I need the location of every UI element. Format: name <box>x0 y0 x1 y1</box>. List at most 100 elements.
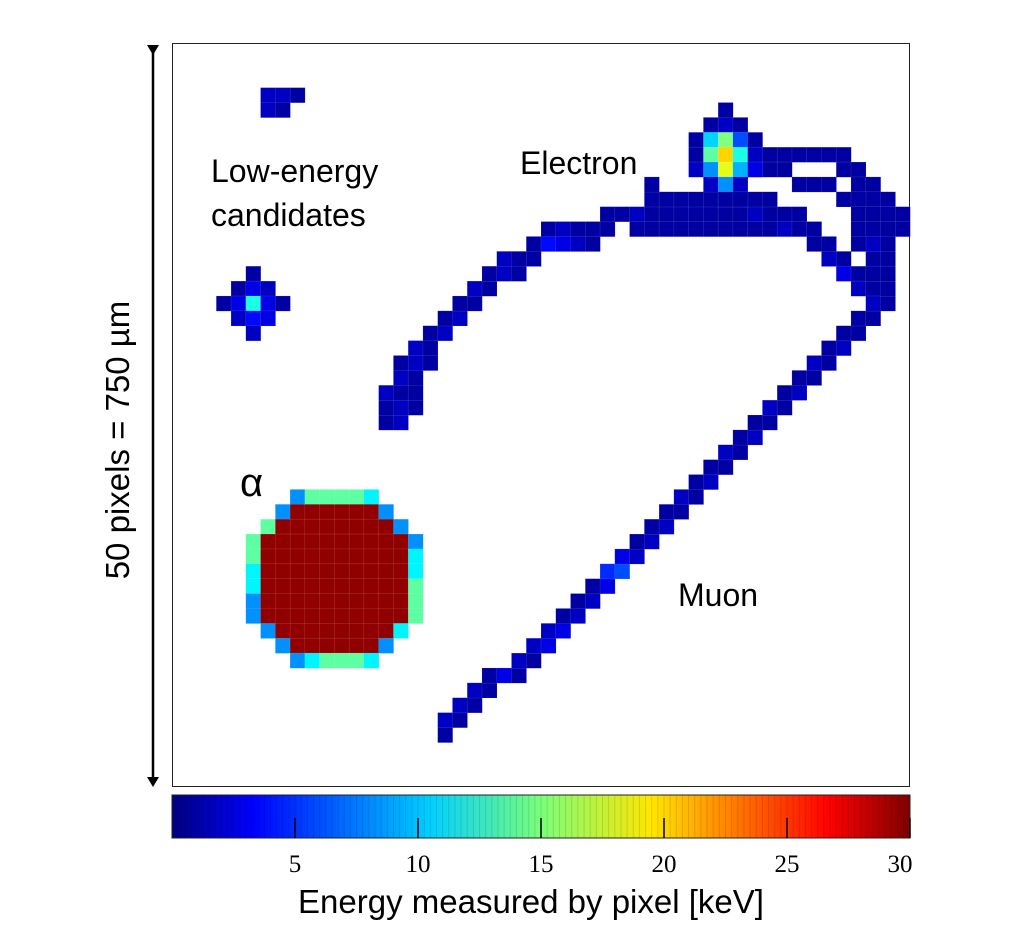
pixel-electron <box>762 221 778 237</box>
pixel-alpha <box>245 593 262 609</box>
pixel-alpha <box>378 593 394 609</box>
pixel-electron <box>747 161 763 178</box>
pixel-muon <box>880 265 896 282</box>
annotation-low-energy-line1: Low-energy <box>211 153 378 189</box>
pixel-alpha <box>319 548 335 565</box>
pixel-alpha <box>378 548 394 565</box>
pixel-electron <box>717 176 734 193</box>
pixel-electron <box>658 206 675 223</box>
pixel-alpha <box>245 608 262 624</box>
pixel-electron <box>732 176 749 193</box>
pixel-muon <box>673 489 690 505</box>
pixel-electron <box>791 221 808 237</box>
pixel-electron <box>880 221 896 237</box>
pixel-electron <box>599 206 616 223</box>
pixel-electron <box>762 206 778 223</box>
pixel-electron <box>747 221 763 237</box>
scale-label: 50 pixels = 750 µm <box>99 301 136 580</box>
pixel-alpha <box>334 533 350 550</box>
pixel-alpha <box>348 608 365 624</box>
pixel-alpha <box>334 504 350 520</box>
pixel-electron <box>821 236 837 252</box>
pixel-alpha <box>289 563 306 580</box>
pixel-electron <box>673 206 690 223</box>
pixel-electron <box>437 310 453 327</box>
pixel-alpha <box>363 563 380 580</box>
pixel-electron <box>452 295 468 312</box>
pixel-alpha <box>378 608 394 624</box>
pixel-alpha <box>393 533 409 550</box>
pixel-alpha <box>289 623 306 639</box>
pixel-electron <box>644 191 660 208</box>
pixel-electron <box>703 176 719 193</box>
pixel-muon <box>481 682 498 699</box>
pixel-muon <box>437 712 453 729</box>
colorbar-tick-label: 5 <box>289 851 302 878</box>
pixel-muon <box>880 295 896 312</box>
pixel-alpha <box>393 548 409 565</box>
pixel-muon <box>466 697 483 714</box>
pixel-alpha <box>407 563 424 580</box>
pixel-alpha <box>319 623 335 639</box>
pixel-electron <box>865 221 882 237</box>
pixel-alpha <box>363 504 380 520</box>
pixel-alpha <box>348 637 365 654</box>
pixel-muon <box>732 444 749 461</box>
pixel-alpha <box>334 563 350 580</box>
colorbar: 5 10 15 20 25 30 <box>171 794 913 878</box>
pixel-alpha <box>289 548 306 565</box>
pixel-electron <box>703 132 719 148</box>
pixel-electron <box>644 206 660 223</box>
pixel-electron <box>422 325 439 342</box>
pixel-muon <box>747 414 763 431</box>
pixel-alpha <box>275 563 291 580</box>
pixel-muon <box>614 548 631 565</box>
pixel-alpha <box>334 608 350 624</box>
pixel-alpha <box>363 548 380 565</box>
pixel-alpha <box>393 623 409 639</box>
pixel-muon <box>452 697 468 714</box>
pixel-muon <box>585 593 601 609</box>
pixel-electron <box>717 161 734 178</box>
pixel-muon <box>850 310 867 327</box>
pixel-alpha <box>378 563 394 580</box>
pixel-muon <box>880 280 896 297</box>
pixel-alpha <box>289 504 306 520</box>
annotation-low-energy-line2: candidates <box>211 197 366 233</box>
pixel-electron <box>880 251 896 267</box>
pixel-electron <box>776 146 793 163</box>
pixel-alpha <box>275 593 291 609</box>
pixel-electron <box>821 176 837 193</box>
pixel-electron <box>791 176 808 193</box>
pixel-muon <box>437 727 453 743</box>
pixel-electron <box>496 265 513 282</box>
pixel-electron <box>894 221 911 237</box>
pixel-alpha <box>348 533 365 550</box>
pixel-alpha <box>304 652 321 669</box>
pixel-electron <box>732 161 749 178</box>
pixel-low-energy-candidates <box>230 295 247 312</box>
pixel-electron <box>732 206 749 223</box>
pixel-electron <box>644 221 660 237</box>
pixel-electron <box>437 325 453 342</box>
pixel-alpha <box>319 637 335 654</box>
pixel-electron <box>717 102 734 118</box>
pixel-electron <box>732 117 749 133</box>
pixel-electron <box>688 191 704 208</box>
pixel-alpha <box>334 518 350 535</box>
pixel-electron <box>732 221 749 237</box>
pixel-electron <box>688 206 704 223</box>
pixel-electron <box>835 146 852 163</box>
pixel-muon <box>865 265 882 282</box>
pixel-electron <box>835 161 852 178</box>
pixel-alpha <box>304 593 321 609</box>
pixel-alpha <box>348 518 365 535</box>
pixel-low-energy-candidates <box>230 310 247 327</box>
pixel-electron <box>644 176 660 193</box>
pixel-alpha <box>289 518 306 535</box>
pixel-electron <box>703 117 719 133</box>
pixel-electron <box>835 251 852 267</box>
pixel-alpha <box>275 623 291 639</box>
pixel-alpha <box>378 504 394 520</box>
